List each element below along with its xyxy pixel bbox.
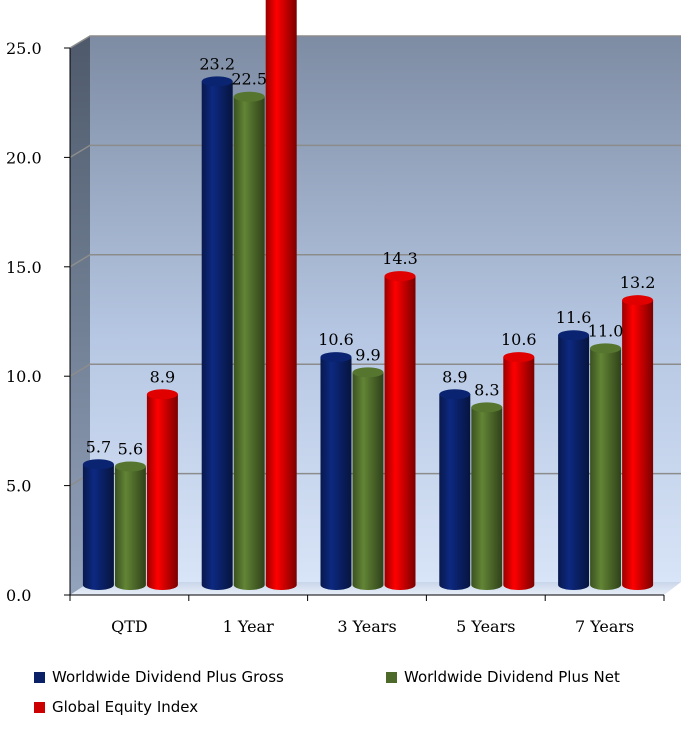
data-label: 10.6 <box>501 330 537 349</box>
x-tick-label: 3 Years <box>337 617 396 636</box>
y-tick-label: 20.0 <box>6 148 42 167</box>
gridline <box>69 363 681 377</box>
bar-top <box>503 352 535 363</box>
y-tick-label: 0.0 <box>6 586 31 605</box>
bar-top <box>622 295 654 306</box>
chart-side-wall <box>70 36 90 595</box>
bar <box>590 348 622 590</box>
bar <box>352 372 384 590</box>
bar-top <box>384 271 416 282</box>
data-label: 8.9 <box>442 367 467 386</box>
bar-top <box>352 367 384 378</box>
bar <box>622 300 654 590</box>
legend-item-gross: Worldwide Dividend Plus Gross <box>34 668 284 686</box>
bar-top <box>439 389 471 400</box>
bar <box>201 81 233 590</box>
bar-top <box>233 91 265 102</box>
bar <box>471 407 503 590</box>
bar <box>265 0 297 590</box>
data-label: 5.6 <box>118 439 143 458</box>
bar <box>146 394 178 590</box>
legend-swatch-net <box>386 671 397 683</box>
bar-top <box>558 330 590 341</box>
legend-item-net: Worldwide Dividend Plus Net <box>386 668 620 686</box>
data-label: 8.3 <box>474 380 499 399</box>
x-tick-label: 1 Year <box>223 617 274 636</box>
bar-top <box>201 76 233 87</box>
data-label: 8.9 <box>150 367 175 386</box>
bar <box>320 357 352 590</box>
data-label: 9.9 <box>355 345 380 364</box>
legend-swatch-gross <box>34 671 45 683</box>
data-label: 11.6 <box>556 308 592 327</box>
bar <box>558 335 590 590</box>
legend-label-gross: Worldwide Dividend Plus Gross <box>52 668 284 686</box>
data-label: 13.2 <box>620 273 656 292</box>
bar-top <box>471 402 503 413</box>
data-label: 11.0 <box>588 321 624 340</box>
y-tick-label: 5.0 <box>6 477 31 496</box>
legend-label-global: Global Equity Index <box>52 698 199 716</box>
data-label: 23.2 <box>199 54 235 73</box>
x-tick-label: QTD <box>111 617 148 636</box>
bar-top <box>114 461 146 472</box>
bar <box>503 357 535 590</box>
legend-swatch-global <box>34 701 45 713</box>
gridline <box>69 144 681 159</box>
bar <box>233 96 265 590</box>
y-tick-label: 25.0 <box>6 39 42 58</box>
bar <box>114 466 146 590</box>
gridline <box>69 35 681 49</box>
y-tick-label: 15.0 <box>6 258 42 277</box>
bar <box>82 464 114 590</box>
bar <box>439 394 471 590</box>
bar-chart: 5.75.68.923.222.529.710.69.914.38.98.310… <box>6 0 681 636</box>
bar-top <box>82 459 114 470</box>
bar-top <box>320 352 352 363</box>
data-label: 10.6 <box>318 330 354 349</box>
legend-label-net: Worldwide Dividend Plus Net <box>404 668 620 686</box>
data-label: 14.3 <box>382 249 418 268</box>
y-tick-label: 10.0 <box>6 367 42 386</box>
data-label: 22.5 <box>231 70 267 89</box>
data-label: 5.7 <box>86 437 111 456</box>
bar <box>384 276 416 590</box>
x-tick-label: 5 Years <box>456 617 515 636</box>
bar-top <box>146 389 178 400</box>
bar-top <box>590 343 622 354</box>
gridline <box>69 254 681 268</box>
legend-item-global: Global Equity Index <box>34 698 198 716</box>
x-tick-label: 7 Years <box>575 617 634 636</box>
